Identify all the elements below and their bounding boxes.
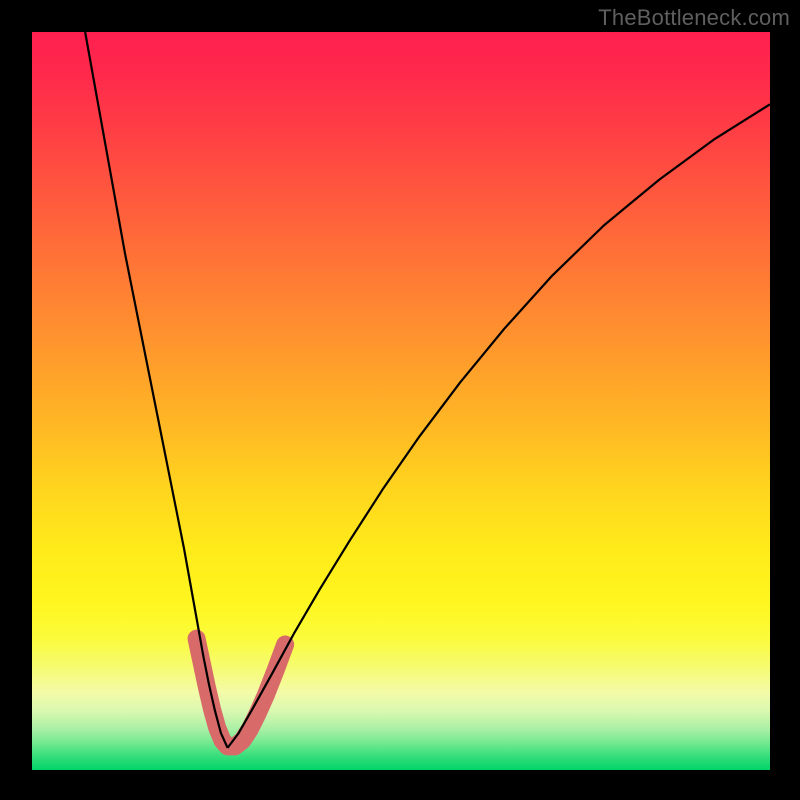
- plot-gradient-area: [32, 32, 770, 770]
- chart-svg: [0, 0, 800, 800]
- watermark-text: TheBottleneck.com: [598, 5, 790, 31]
- chart-frame: TheBottleneck.com: [0, 0, 800, 800]
